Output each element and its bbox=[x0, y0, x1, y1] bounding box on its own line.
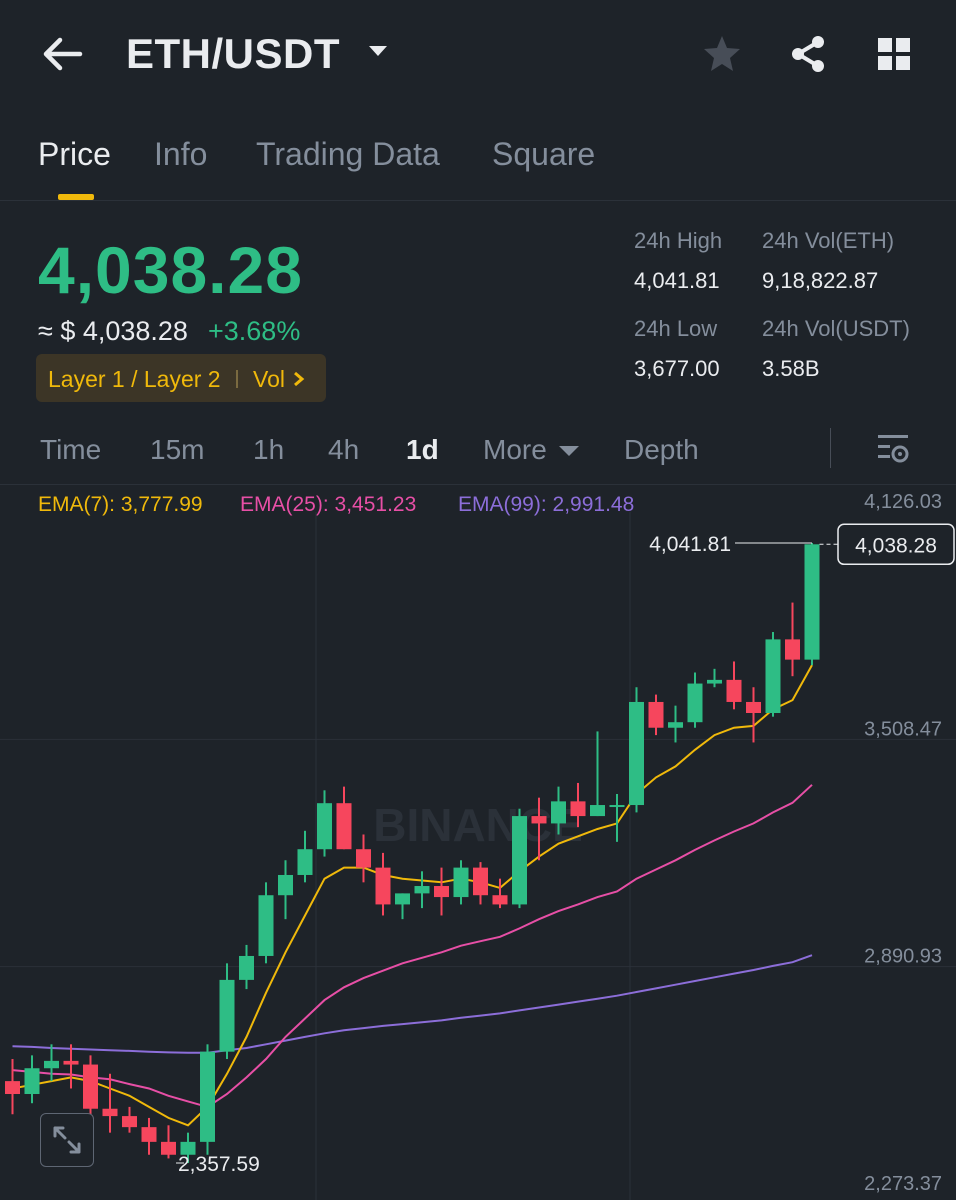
candle-body bbox=[414, 886, 430, 894]
y-axis-tick-label: 2,273.37 bbox=[864, 1173, 942, 1195]
stat-vol-usdt-label: 24h Vol(USDT) bbox=[762, 316, 910, 341]
candle-body bbox=[765, 639, 781, 714]
low-marker-label: 2,357.59 bbox=[178, 1153, 260, 1176]
pair-dropdown-icon[interactable] bbox=[368, 44, 388, 63]
candle-body bbox=[668, 722, 683, 728]
ema99-legend: EMA(99): 2,991.48 bbox=[458, 493, 635, 516]
candle-body bbox=[5, 1081, 20, 1095]
active-tab-indicator bbox=[58, 194, 94, 200]
ema7-line bbox=[12, 664, 813, 1127]
more-dropdown-icon[interactable] bbox=[558, 444, 580, 463]
candle-body bbox=[804, 544, 820, 660]
candle-body bbox=[492, 895, 508, 905]
candle-body bbox=[102, 1108, 118, 1117]
candle-body bbox=[141, 1127, 157, 1142]
stat-vol-eth-value: 9,18,822.87 bbox=[762, 268, 879, 293]
last-price-label: 4,038.28 bbox=[855, 534, 937, 557]
watermark-text: BINANCE bbox=[373, 799, 583, 851]
candle-body bbox=[512, 816, 527, 905]
stat-low-value: 3,677.00 bbox=[634, 356, 720, 381]
candle-body bbox=[297, 849, 313, 875]
expand-arrows-icon bbox=[53, 1126, 81, 1154]
candle-body bbox=[317, 803, 332, 850]
divider bbox=[0, 484, 956, 485]
interval-time[interactable]: Time bbox=[40, 434, 102, 465]
tab-square[interactable]: Square bbox=[492, 136, 596, 172]
category-tag-label: Layer 1 / Layer 2 bbox=[48, 366, 221, 392]
grid-menu-icon[interactable] bbox=[876, 36, 912, 77]
chart-settings-icon[interactable] bbox=[876, 432, 910, 471]
stat-high-value: 4,041.81 bbox=[634, 268, 720, 293]
tab-trading-data[interactable]: Trading Data bbox=[256, 136, 440, 172]
tab-price[interactable]: Price bbox=[38, 136, 111, 172]
divider bbox=[830, 428, 831, 468]
candle-body bbox=[336, 803, 352, 850]
category-tag-vol: Vol bbox=[253, 366, 285, 392]
candle-body bbox=[83, 1064, 98, 1109]
favorite-star-icon[interactable] bbox=[702, 34, 742, 79]
divider bbox=[0, 200, 956, 201]
interval-depth[interactable]: Depth bbox=[624, 434, 699, 465]
tab-info[interactable]: Info bbox=[154, 136, 208, 172]
candle-body bbox=[473, 867, 488, 896]
high-marker-label: 4,041.81 bbox=[649, 533, 731, 556]
candle-body bbox=[648, 701, 664, 728]
candle-body bbox=[629, 701, 644, 806]
candle-body bbox=[200, 1051, 215, 1142]
usd-price: ≈ $ 4,038.28 bbox=[38, 316, 188, 346]
candle-body bbox=[785, 639, 800, 660]
candle-body bbox=[746, 701, 761, 714]
interval-15m[interactable]: 15m bbox=[150, 434, 205, 465]
candle-body bbox=[239, 955, 254, 980]
back-arrow-icon[interactable] bbox=[40, 34, 84, 74]
candle-body bbox=[161, 1141, 176, 1155]
candle-body bbox=[453, 867, 469, 898]
y-axis-tick-label: 2,890.93 bbox=[864, 946, 942, 968]
interval-1h[interactable]: 1h bbox=[253, 434, 285, 465]
candle-body bbox=[63, 1060, 79, 1065]
ema99-line bbox=[12, 954, 813, 1054]
expand-chart-button[interactable] bbox=[40, 1113, 94, 1167]
candlestick-chart[interactable]: BINANCE 4,126.03 3,508.47 2,890.93 2,273.37 4… bbox=[0, 486, 956, 1200]
candle-body bbox=[44, 1060, 59, 1069]
price-change-percent: +3.68% bbox=[208, 316, 301, 346]
candle-body bbox=[590, 805, 605, 817]
candle-body bbox=[219, 979, 235, 1052]
candle-body bbox=[122, 1116, 137, 1128]
ema7-legend: EMA(7): 3,777.99 bbox=[38, 493, 203, 516]
stat-vol-eth-label: 24h Vol(ETH) bbox=[762, 228, 895, 253]
ema25-line bbox=[12, 784, 813, 1108]
candle-body bbox=[707, 679, 722, 684]
last-price-box bbox=[837, 523, 955, 566]
candle-body bbox=[551, 801, 566, 824]
candle-body bbox=[609, 805, 625, 808]
stat-vol-usdt-value: 3.58B bbox=[762, 356, 820, 381]
interval-4h[interactable]: 4h bbox=[328, 434, 360, 465]
chevron-right-icon bbox=[293, 371, 305, 392]
candle-body bbox=[24, 1068, 40, 1095]
stat-high-label: 24h High bbox=[634, 228, 723, 253]
category-tag[interactable] bbox=[36, 354, 326, 402]
ema25-legend: EMA(25): 3,451.23 bbox=[240, 493, 417, 516]
candle-body bbox=[434, 886, 449, 898]
candle-body bbox=[180, 1141, 196, 1155]
candle-body bbox=[395, 893, 410, 905]
stat-low-label: 24h Low bbox=[634, 316, 718, 341]
candle-body bbox=[687, 683, 703, 723]
y-axis-tick-label: 4,126.03 bbox=[864, 491, 942, 513]
tag-separator bbox=[236, 370, 238, 388]
candle-body bbox=[375, 867, 391, 905]
candle-body bbox=[356, 849, 371, 868]
candle-body bbox=[258, 895, 274, 956]
candle-body bbox=[278, 874, 293, 896]
candle-body bbox=[531, 816, 547, 824]
last-price: 4,038.28 bbox=[38, 233, 303, 307]
interval-more[interactable]: More bbox=[483, 434, 547, 465]
pair-title[interactable]: ETH/USDT bbox=[126, 30, 340, 77]
candle-body bbox=[570, 801, 586, 817]
candle-body bbox=[726, 679, 742, 702]
y-axis-tick-label: 3,508.47 bbox=[864, 718, 942, 740]
share-icon[interactable] bbox=[788, 34, 828, 79]
interval-1d[interactable]: 1d bbox=[406, 434, 439, 465]
